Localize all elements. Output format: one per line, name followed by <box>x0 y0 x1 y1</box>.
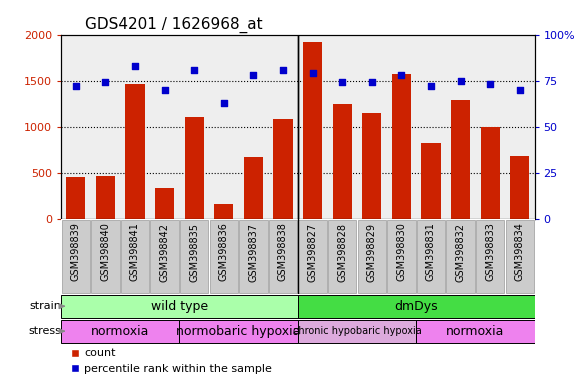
Text: normoxia: normoxia <box>446 325 504 338</box>
Point <box>515 87 525 93</box>
Point <box>160 87 169 93</box>
Point <box>249 72 258 78</box>
Point <box>456 78 465 84</box>
Bar <box>510 156 529 219</box>
Bar <box>392 74 411 219</box>
Bar <box>96 177 115 219</box>
Bar <box>416 320 535 343</box>
Text: normoxia: normoxia <box>91 325 149 338</box>
Text: GSM398830: GSM398830 <box>396 223 406 281</box>
Bar <box>299 220 327 293</box>
Point <box>130 63 139 69</box>
Text: strain: strain <box>29 301 61 311</box>
Bar <box>155 189 174 219</box>
Bar <box>239 220 268 293</box>
Text: GSM398839: GSM398839 <box>71 223 81 281</box>
Text: GSM398827: GSM398827 <box>307 223 318 282</box>
Bar <box>210 220 238 293</box>
Text: normobaric hypoxia: normobaric hypoxia <box>177 325 301 338</box>
Bar <box>121 220 149 293</box>
Bar <box>180 220 209 293</box>
Bar <box>185 117 204 219</box>
Bar <box>66 177 85 219</box>
Bar <box>476 220 504 293</box>
Bar <box>387 220 415 293</box>
Bar <box>125 84 145 219</box>
Bar <box>505 220 534 293</box>
Text: chronic hypobaric hypoxia: chronic hypobaric hypoxia <box>293 326 421 336</box>
Bar <box>362 113 381 219</box>
Text: GSM398842: GSM398842 <box>160 223 170 281</box>
Text: GSM398832: GSM398832 <box>456 223 465 281</box>
Point <box>278 66 288 73</box>
Point <box>486 81 495 88</box>
Text: GSM398828: GSM398828 <box>337 223 347 281</box>
Bar <box>214 204 234 219</box>
Text: GDS4201 / 1626968_at: GDS4201 / 1626968_at <box>85 17 262 33</box>
Bar <box>91 220 120 293</box>
Legend: count, percentile rank within the sample: count, percentile rank within the sample <box>67 344 277 379</box>
Bar <box>328 220 356 293</box>
Bar <box>417 220 445 293</box>
Point <box>367 79 376 86</box>
Bar <box>303 42 322 219</box>
Point <box>338 79 347 86</box>
Point <box>71 83 80 89</box>
Text: GSM398829: GSM398829 <box>367 223 376 281</box>
Text: GSM398836: GSM398836 <box>219 223 229 281</box>
Bar <box>273 119 293 219</box>
Bar <box>421 143 440 219</box>
Bar <box>150 220 179 293</box>
Bar <box>480 127 500 219</box>
Bar <box>297 295 535 318</box>
Point <box>308 70 317 76</box>
Text: GSM398833: GSM398833 <box>485 223 495 281</box>
Bar <box>357 220 386 293</box>
Point <box>189 66 199 73</box>
Point <box>101 79 110 86</box>
Text: stress: stress <box>28 326 61 336</box>
Bar <box>61 295 297 318</box>
Text: GSM398840: GSM398840 <box>101 223 110 281</box>
Bar <box>451 100 470 219</box>
Point <box>426 83 436 89</box>
Bar <box>297 320 416 343</box>
Text: wild type: wild type <box>151 300 208 313</box>
Text: GSM398838: GSM398838 <box>278 223 288 281</box>
Text: dmDys: dmDys <box>394 300 438 313</box>
Bar <box>446 220 475 293</box>
Bar <box>269 220 297 293</box>
Point <box>219 100 228 106</box>
Text: GSM398841: GSM398841 <box>130 223 140 281</box>
Point <box>397 72 406 78</box>
Bar <box>244 157 263 219</box>
Bar <box>62 220 90 293</box>
Bar <box>332 104 352 219</box>
Text: GSM398835: GSM398835 <box>189 223 199 281</box>
Text: GSM398837: GSM398837 <box>248 223 259 281</box>
Bar <box>180 320 297 343</box>
Text: GSM398834: GSM398834 <box>515 223 525 281</box>
Text: GSM398831: GSM398831 <box>426 223 436 281</box>
Bar <box>61 320 180 343</box>
